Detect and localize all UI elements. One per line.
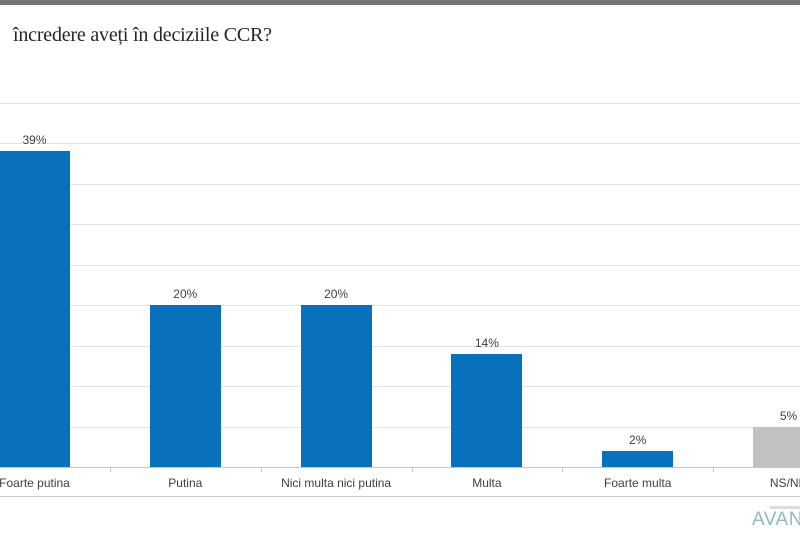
x-axis-line bbox=[0, 467, 800, 468]
bar bbox=[0, 151, 70, 467]
bar bbox=[300, 305, 372, 467]
axis-tick bbox=[411, 468, 413, 472]
gridline bbox=[0, 102, 800, 104]
top-window-strip bbox=[0, 0, 800, 5]
bar-value-label: 5% bbox=[779, 408, 798, 423]
bar bbox=[753, 426, 800, 467]
brand-logo: AVAN bbox=[752, 504, 800, 534]
bar bbox=[451, 353, 523, 467]
axis-tick bbox=[713, 468, 715, 472]
category-label: Nici multa nici putina bbox=[281, 476, 392, 490]
gridline bbox=[0, 183, 800, 185]
category-label: Multa bbox=[472, 476, 502, 490]
chart-title: încredere aveți în deciziile CCR? bbox=[13, 24, 272, 46]
bar-value-label: 20% bbox=[324, 287, 349, 301]
gridline bbox=[0, 224, 800, 225]
axis-tick bbox=[562, 468, 564, 472]
gridline bbox=[0, 264, 800, 266]
chart-bottom-border bbox=[0, 496, 800, 497]
axis-tick bbox=[260, 468, 262, 472]
axis-tick bbox=[109, 468, 111, 472]
bar-value-label: 2% bbox=[629, 432, 647, 447]
gridline bbox=[0, 305, 800, 306]
category-label: Putina bbox=[168, 476, 203, 490]
gridline bbox=[0, 345, 800, 347]
gridline bbox=[0, 143, 800, 144]
logo-smallprint bbox=[770, 506, 800, 509]
category-label: Foarte multa bbox=[604, 476, 672, 490]
category-label: NS/NR bbox=[769, 476, 800, 490]
bar-value-label: 39% bbox=[22, 133, 47, 148]
bar-value-label: 20% bbox=[173, 287, 198, 301]
gridline bbox=[0, 386, 800, 387]
gridline bbox=[0, 426, 800, 428]
bar-value-label: 14% bbox=[474, 335, 499, 350]
category-label: Foarte putina bbox=[0, 476, 70, 490]
bar bbox=[149, 305, 221, 467]
logo-text: AVAN bbox=[752, 509, 800, 530]
bar bbox=[602, 450, 674, 467]
